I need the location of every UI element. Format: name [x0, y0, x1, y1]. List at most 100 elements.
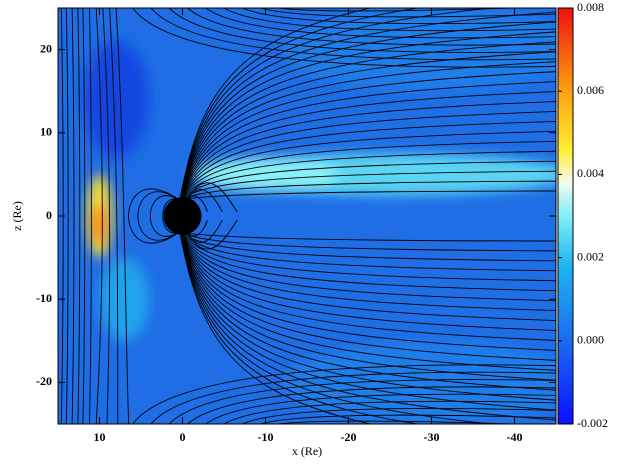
x-tick-label: 0 [180, 430, 186, 444]
streamline [186, 195, 208, 212]
streamline [179, 232, 556, 371]
streamline [137, 191, 179, 241]
streamline [179, 31, 556, 200]
streamline [179, 190, 556, 200]
streamline [297, 8, 318, 9]
colorbar-tick-label: 0.004 [577, 166, 604, 180]
streamline [115, 8, 130, 424]
field-region [82, 41, 150, 158]
streamline [179, 232, 556, 302]
streamline [179, 150, 556, 200]
streamline [179, 81, 556, 200]
streamline [179, 232, 556, 252]
streamline [186, 182, 238, 213]
planet [163, 197, 202, 235]
streamline [186, 220, 208, 237]
streamline [179, 232, 556, 311]
y-axis-label: z (Re) [10, 201, 24, 231]
streamline [179, 232, 556, 262]
x-tick-label: -20 [341, 430, 357, 444]
streamline [179, 232, 556, 391]
streamline [260, 414, 556, 424]
streamline [179, 8, 496, 200]
x-tick-label: -40 [507, 430, 523, 444]
colorbar-tick-label: 0.008 [577, 0, 604, 14]
y-tick-label: 0 [46, 208, 52, 222]
streamline [179, 121, 556, 200]
streamline [179, 232, 556, 331]
streamline [187, 8, 556, 46]
streamline [242, 8, 556, 25]
streamline [186, 189, 223, 213]
colorbar-tick-label: 0.000 [577, 333, 604, 347]
streamline [179, 8, 421, 200]
streamline [71, 8, 75, 424]
streamline [95, 8, 103, 424]
x-axis-label: x (Re) [292, 444, 322, 458]
streamline [128, 188, 179, 244]
streamline [109, 8, 119, 424]
streamline [179, 232, 496, 424]
streamline [179, 232, 556, 351]
field-region [92, 203, 107, 246]
streamline [223, 400, 556, 424]
streamline [179, 91, 556, 200]
streamlines [60, 8, 556, 424]
x-tick-label: 10 [94, 430, 106, 444]
streamline [186, 219, 223, 243]
streamline [179, 8, 373, 200]
streamline [179, 11, 556, 200]
streamline [150, 8, 556, 61]
streamline [179, 71, 556, 200]
streamline [242, 407, 556, 424]
y-tick-label: -10 [36, 291, 52, 305]
streamline [179, 41, 556, 200]
field-region [282, 340, 556, 424]
streamline [179, 232, 556, 321]
streamline [187, 386, 556, 424]
streamline [132, 8, 556, 68]
y-tick-label: 20 [40, 41, 52, 55]
streamline [205, 8, 556, 39]
streamline [179, 232, 556, 361]
x-tick-label: -30 [424, 430, 440, 444]
colorbar-tick-label: 0.002 [577, 249, 604, 263]
streamline [179, 232, 556, 341]
field-plot [58, 8, 556, 424]
colorbar-tick-label: 0.006 [577, 83, 604, 97]
streamline [179, 232, 421, 424]
streamline [89, 8, 92, 424]
streamline [179, 232, 373, 424]
streamline [162, 198, 179, 234]
colorbar [557, 7, 574, 425]
streamline [179, 232, 556, 421]
streamline [179, 130, 556, 200]
field-region [99, 257, 150, 341]
streamline [77, 8, 81, 424]
streamline [65, 8, 69, 424]
streamline [179, 232, 556, 242]
y-tick-label: -20 [36, 374, 52, 388]
streamline [186, 219, 238, 250]
streamline [179, 170, 556, 200]
streamline [179, 232, 556, 401]
streamline [179, 61, 556, 200]
streamline [150, 195, 179, 237]
x-tick-label: -10 [258, 430, 274, 444]
streamline [223, 8, 556, 32]
streamline [179, 51, 556, 200]
field-region [282, 8, 556, 92]
streamline [150, 371, 556, 424]
streamline [205, 393, 556, 424]
streamline [168, 8, 556, 53]
streamline [179, 232, 556, 292]
streamline [179, 232, 556, 282]
streamline [132, 364, 556, 424]
streamline [168, 379, 556, 424]
streamline [82, 8, 86, 424]
streamline [102, 8, 111, 424]
y-tick-label: 10 [40, 125, 52, 139]
streamline [179, 232, 556, 381]
streamline [260, 8, 556, 18]
